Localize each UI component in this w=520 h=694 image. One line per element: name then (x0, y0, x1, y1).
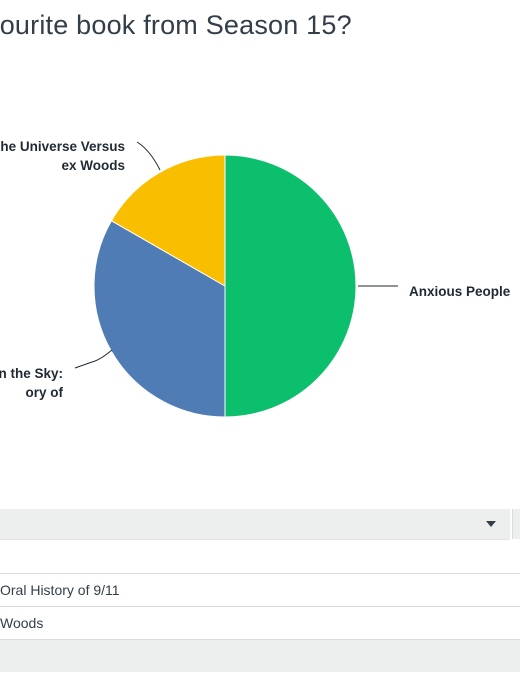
leader-line (136, 141, 161, 171)
slice-label: he Universe Versus ex Woods (0, 139, 125, 173)
chart-type-dropdown[interactable] (0, 509, 510, 540)
row-label: Woods (0, 615, 44, 631)
table-row: Woods (0, 607, 520, 640)
question-title: yourite book from Season 15? (0, 10, 352, 40)
leader-line (74, 349, 113, 369)
row-label: Oral History of 9/11 (0, 582, 120, 598)
dropdown-edge (512, 509, 520, 539)
slice-universe (110, 154, 226, 287)
slice-anxious-people (224, 154, 357, 418)
slice-sky (93, 220, 226, 418)
slice-label: Anxious People (409, 284, 511, 299)
data-table: Oral History of 9/11 Woods (0, 540, 520, 672)
table-row: Oral History of 9/11 (0, 574, 520, 607)
pie-chart: Anxious People n the Sky: ory of he Univers… (0, 139, 511, 418)
table-footer (0, 640, 520, 672)
chevron-down-icon[interactable] (486, 521, 496, 527)
table-row (0, 540, 520, 574)
slice-label: n the Sky: ory of (0, 366, 63, 400)
